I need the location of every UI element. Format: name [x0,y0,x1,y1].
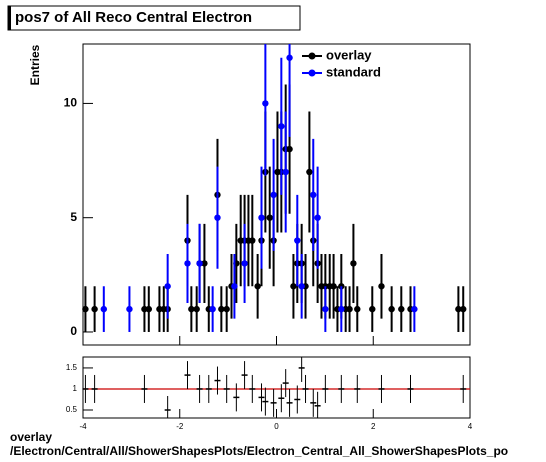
point [460,305,467,313]
x-tick-label: -4 [79,422,87,431]
point [241,260,248,267]
point [218,305,225,313]
footer-line1: overlay [10,430,52,444]
point [411,305,418,313]
point [278,123,285,130]
y-tick-label: 5 [70,210,77,224]
point [398,305,405,313]
point [270,191,277,199]
point [322,305,329,313]
point [82,305,89,313]
x-tick-label: -2 [176,422,184,431]
point [231,283,238,290]
footer-line2: /Electron/Central/All/ShowerShapesPlots/… [10,444,508,458]
point [193,305,200,313]
point [196,260,203,267]
y-tick-label: 1 [73,384,78,393]
point [223,305,230,313]
point [388,305,395,313]
legend-marker [308,69,316,77]
point [249,237,256,244]
chart-title: pos7 of All Reco Central Electron [15,9,252,26]
point [290,283,297,290]
x-tick-label: 4 [468,422,473,431]
point [209,305,216,313]
point [201,260,208,267]
point [294,237,301,244]
point [145,305,152,313]
point [184,260,191,267]
x-tick-label: 0 [274,422,279,431]
point [258,214,265,221]
point [330,283,337,290]
point [378,283,385,290]
point [310,191,317,199]
point [254,283,261,290]
point [214,214,221,221]
point [164,283,171,290]
point [188,305,195,313]
point [91,305,98,313]
point [306,168,313,176]
legend-label: overlay [326,47,372,62]
point [282,168,289,176]
point [369,305,376,313]
point [262,100,269,107]
y-axis-label: Entries [28,44,42,85]
point [350,260,357,267]
point [314,214,321,221]
point [338,305,345,313]
title-box-shadow [8,6,11,30]
point [354,305,361,313]
title-box [7,5,301,31]
point [286,145,293,153]
point [346,305,353,313]
legend-marker [308,52,316,60]
point [286,54,293,61]
point [126,305,133,313]
legend-label: standard [326,64,381,79]
point [266,214,273,221]
point [338,283,345,290]
y-tick-label: 0.5 [66,405,78,414]
point [298,283,305,290]
y-tick-label: 1.5 [66,363,78,372]
point [455,305,462,313]
y-tick-label: 10 [64,96,78,110]
y-tick-label: 0 [70,324,77,338]
x-tick-label: 2 [371,422,376,431]
point [100,305,108,313]
